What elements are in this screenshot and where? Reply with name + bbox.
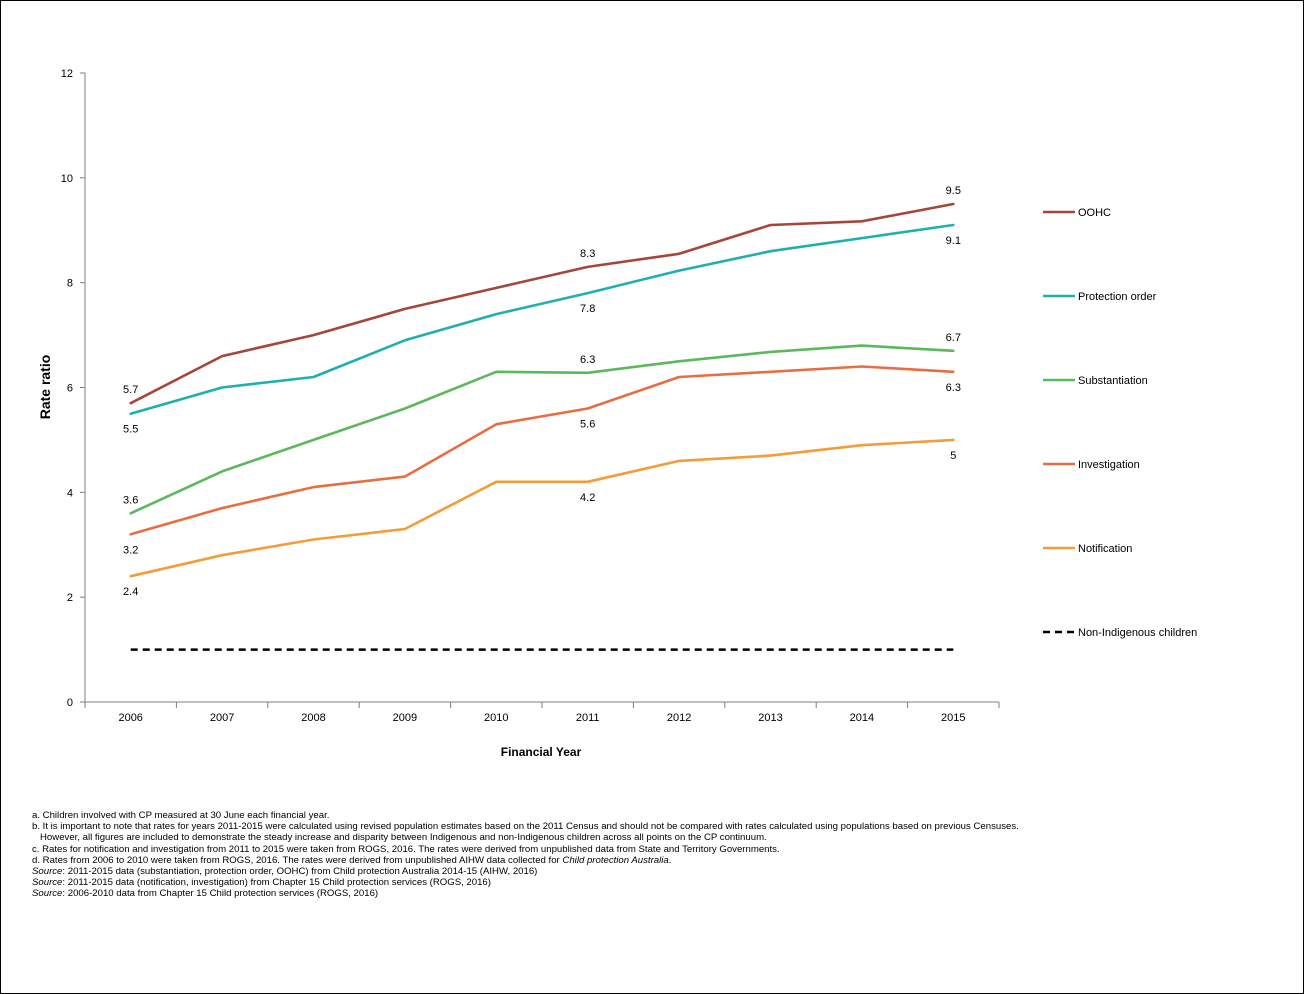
series-line-protection-order bbox=[129, 223, 955, 416]
x-tick-label: 2009 bbox=[393, 712, 417, 724]
x-tick-label: 2006 bbox=[118, 712, 142, 724]
series-line-notification bbox=[129, 438, 955, 578]
x-tick-label: 2010 bbox=[484, 712, 508, 724]
source-3: Source: 2006-2010 data from Chapter 15 C… bbox=[32, 888, 1297, 899]
y-tick-label: 6 bbox=[67, 383, 73, 395]
note-a: a. Children involved with CP measured at… bbox=[32, 810, 330, 821]
y-tick-label: 4 bbox=[67, 487, 73, 499]
y-tick-label: 10 bbox=[61, 173, 73, 185]
series-line-investigation bbox=[129, 365, 955, 536]
series-line-substantiation bbox=[129, 344, 955, 515]
y-tick-label: 2 bbox=[67, 592, 73, 604]
source-3-text: : 2006-2010 data from Chapter 15 Child p… bbox=[62, 888, 379, 900]
data-label: 4.2 bbox=[580, 492, 595, 504]
x-tick-label: 2015 bbox=[941, 712, 965, 724]
data-label: 9.5 bbox=[946, 185, 961, 197]
source-1: Source: 2011-2015 data (substantiation, … bbox=[32, 866, 1297, 877]
data-label: 8.3 bbox=[580, 248, 595, 260]
data-label: 6.3 bbox=[946, 382, 961, 394]
legend-label: Substantiation bbox=[1078, 375, 1148, 387]
data-label: 6.3 bbox=[580, 354, 595, 366]
source-2-text: : 2011-2015 data (notification, investig… bbox=[62, 877, 491, 889]
x-axis-title: Financial Year bbox=[501, 745, 582, 759]
legend-label: Investigation bbox=[1078, 459, 1140, 471]
legend-label: Protection order bbox=[1078, 291, 1157, 303]
series-lines bbox=[129, 202, 955, 651]
legend-label: Notification bbox=[1078, 543, 1132, 555]
data-label: 6.7 bbox=[946, 332, 961, 344]
footnotes: a. Children involved with CP measured at… bbox=[32, 810, 1297, 900]
data-label: 5.6 bbox=[580, 418, 595, 430]
y-axis-title: Rate ratio bbox=[37, 355, 53, 420]
data-labels: 5.7 8.3 9.5 5.5 7.8 9.1 3.6 6.3 6.7 3.2 5.6 6.3 2.4 4… bbox=[123, 185, 961, 598]
source-1-text: : 2011-2015 data (substantiation, protec… bbox=[62, 866, 538, 878]
data-label: 7.8 bbox=[580, 303, 595, 315]
data-label: 5.5 bbox=[123, 424, 138, 436]
source-3-label: Source bbox=[32, 888, 63, 900]
source-2-label: Source bbox=[32, 877, 63, 889]
data-label: 2.4 bbox=[123, 586, 138, 598]
note-d: d. Rates from 2006 to 2010 were taken fr… bbox=[32, 855, 1297, 866]
data-label: 5 bbox=[950, 450, 956, 462]
note-b: b. It is important to note that rates fo… bbox=[32, 821, 1019, 833]
data-label: 3.2 bbox=[123, 544, 138, 556]
x-tick-label: 2014 bbox=[850, 712, 874, 724]
y-tick-label: 8 bbox=[67, 278, 73, 290]
note-c: c. Rates for notification and investigat… bbox=[32, 843, 780, 855]
legend-label: Non-Indigenous children bbox=[1078, 627, 1197, 639]
note-d-italic: Child protection Australia bbox=[562, 854, 669, 866]
y-tick-label: 12 bbox=[61, 68, 73, 80]
x-tick-label: 2013 bbox=[758, 712, 782, 724]
y-axis-ticks: 0 2 4 6 8 10 12 bbox=[61, 68, 85, 709]
x-tick-label: 2007 bbox=[210, 712, 234, 724]
x-tick-label: 2012 bbox=[667, 712, 691, 724]
legend: OOHC Protection order Substantiation Invest… bbox=[1043, 207, 1197, 639]
x-tick-label: 2008 bbox=[301, 712, 325, 724]
note-d-end: . bbox=[668, 854, 672, 866]
note-d-text: d. Rates from 2006 to 2010 were taken fr… bbox=[32, 854, 563, 866]
note-b-continued: However, all figures are included to dem… bbox=[40, 832, 767, 844]
data-label: 3.6 bbox=[123, 494, 138, 506]
data-label: 5.7 bbox=[123, 384, 138, 396]
source-1-label: Source bbox=[32, 866, 63, 878]
series-line-oohc bbox=[129, 202, 955, 405]
x-axis-ticks: 2006 2007 2008 2009 2010 2011 2012 2013 2014 2015 bbox=[84, 702, 1000, 724]
x-tick-label: 2011 bbox=[576, 712, 600, 724]
legend-label: OOHC bbox=[1078, 207, 1111, 219]
data-label: 9.1 bbox=[946, 235, 961, 247]
source-2: Source: 2011-2015 data (notification, in… bbox=[32, 877, 1297, 888]
y-tick-label: 0 bbox=[67, 697, 73, 709]
